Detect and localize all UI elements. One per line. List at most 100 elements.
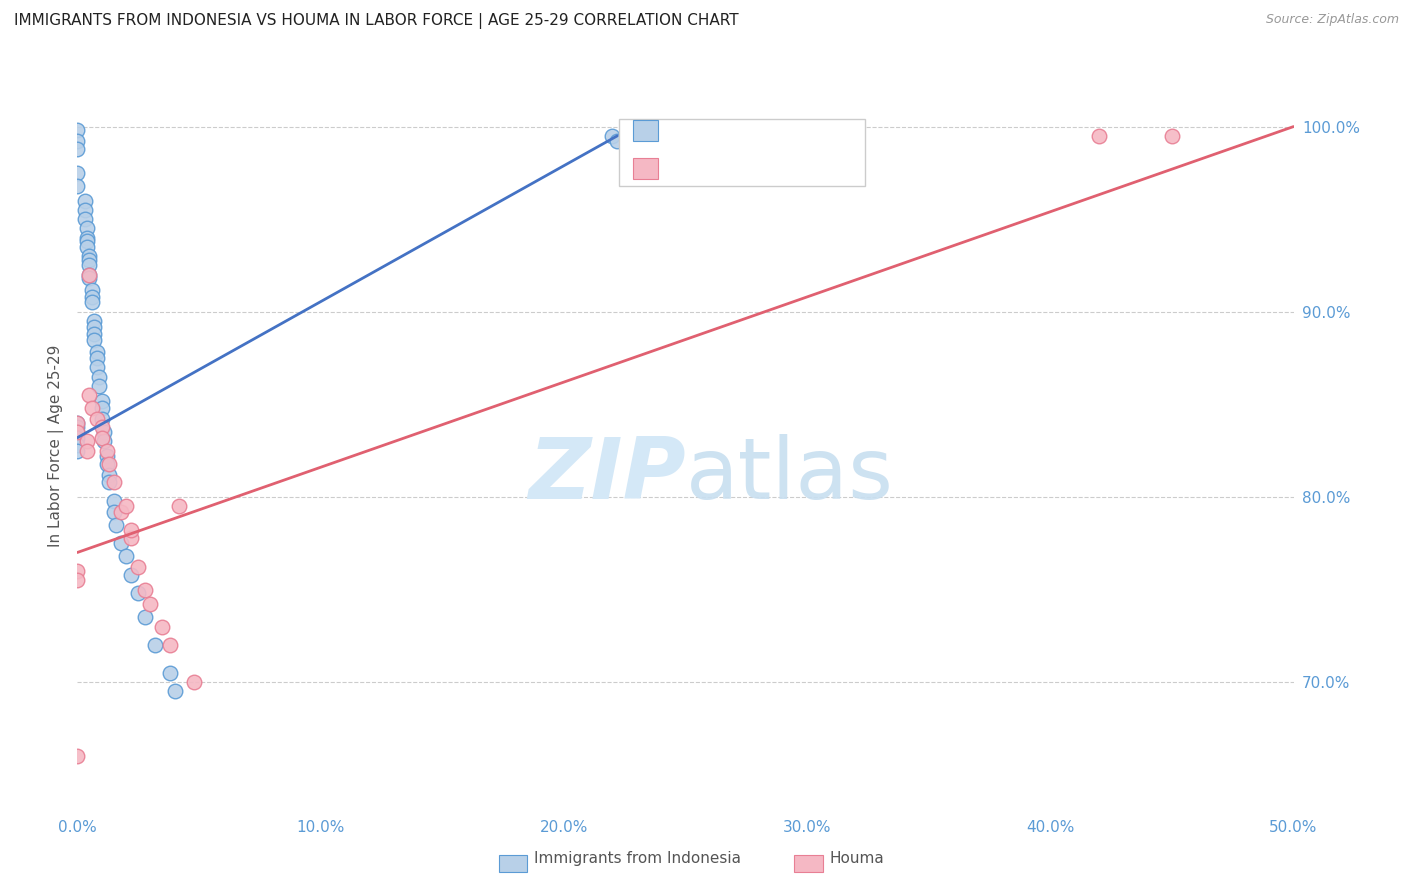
Point: [76, 235, 98, 249]
Point: [183, 675, 205, 690]
Point: [93, 425, 115, 439]
Point: [97, 467, 120, 482]
Point: [66, 166, 89, 180]
Text: Immigrants from Indonesia: Immigrants from Indonesia: [534, 851, 741, 865]
Text: 0.519: 0.519: [718, 160, 770, 178]
Point: [79, 252, 101, 267]
Point: [127, 586, 149, 600]
Point: [83, 314, 105, 328]
Point: [80, 295, 103, 310]
Point: [89, 369, 111, 384]
Point: [86, 412, 108, 426]
Point: [80, 401, 103, 415]
Point: [66, 425, 89, 439]
Point: [79, 268, 101, 282]
Point: [90, 393, 112, 408]
Y-axis label: In Labor Force | Age 25-29: In Labor Force | Age 25-29: [48, 345, 65, 547]
Point: [90, 412, 112, 426]
Point: [66, 123, 89, 137]
Point: [139, 597, 162, 611]
Point: [83, 326, 105, 341]
Point: [73, 194, 96, 208]
Text: R =: R =: [672, 121, 703, 139]
Point: [79, 259, 101, 273]
Point: [66, 178, 89, 193]
Point: [115, 499, 138, 513]
Point: [134, 582, 156, 597]
Point: [86, 345, 108, 359]
Point: [83, 333, 105, 347]
Point: [76, 240, 98, 254]
Point: [1161, 128, 1184, 143]
Point: [103, 505, 125, 519]
Point: [120, 567, 142, 582]
Text: ZIP: ZIP: [527, 434, 686, 516]
Point: [66, 419, 89, 434]
Point: [120, 523, 142, 537]
Point: [66, 416, 89, 430]
Point: [103, 493, 125, 508]
Point: [80, 290, 103, 304]
Text: Source: ZipAtlas.com: Source: ZipAtlas.com: [1265, 13, 1399, 27]
Point: [97, 475, 120, 489]
Point: [110, 505, 132, 519]
Point: [134, 610, 156, 624]
Point: [105, 517, 128, 532]
Point: [66, 431, 89, 445]
Point: [152, 619, 174, 633]
Text: 57: 57: [839, 121, 863, 139]
Point: [90, 401, 112, 415]
Point: [159, 665, 181, 680]
Point: [66, 749, 89, 764]
Text: 0.439: 0.439: [718, 121, 770, 139]
Point: [66, 416, 89, 430]
Point: [96, 457, 118, 471]
Point: [66, 135, 89, 149]
Text: IMMIGRANTS FROM INDONESIA VS HOUMA IN LABOR FORCE | AGE 25-29 CORRELATION CHART: IMMIGRANTS FROM INDONESIA VS HOUMA IN LA…: [14, 13, 738, 29]
Point: [606, 135, 628, 149]
Point: [66, 564, 89, 578]
Point: [127, 560, 149, 574]
Point: [115, 549, 138, 564]
Point: [79, 249, 101, 263]
Point: [79, 268, 101, 282]
Point: [76, 434, 98, 449]
Text: N =: N =: [793, 160, 825, 178]
Point: [86, 351, 108, 365]
Text: R =: R =: [672, 160, 703, 178]
Point: [66, 438, 89, 452]
Point: [76, 443, 98, 458]
Point: [120, 531, 142, 545]
Point: [169, 499, 191, 513]
Point: [90, 431, 112, 445]
Point: [159, 638, 181, 652]
Point: [93, 434, 115, 449]
Point: [96, 449, 118, 463]
Point: [110, 536, 132, 550]
Text: 29: 29: [839, 160, 863, 178]
Point: [89, 379, 111, 393]
Point: [76, 221, 98, 235]
Point: [73, 212, 96, 227]
Point: [602, 128, 624, 143]
Point: [66, 425, 89, 439]
Point: [79, 271, 101, 285]
Point: [103, 475, 125, 489]
Point: [90, 419, 112, 434]
Point: [76, 230, 98, 244]
Point: [66, 142, 89, 156]
Point: [80, 283, 103, 297]
Point: [66, 574, 89, 588]
Point: [96, 443, 118, 458]
Point: [1088, 128, 1111, 143]
Text: atlas: atlas: [686, 434, 893, 516]
Point: [97, 457, 120, 471]
Point: [163, 684, 186, 698]
Point: [79, 388, 101, 402]
Point: [66, 443, 89, 458]
Point: [83, 319, 105, 334]
Point: [86, 360, 108, 375]
Point: [143, 638, 166, 652]
Text: Houma: Houma: [830, 851, 884, 865]
Point: [73, 202, 96, 217]
